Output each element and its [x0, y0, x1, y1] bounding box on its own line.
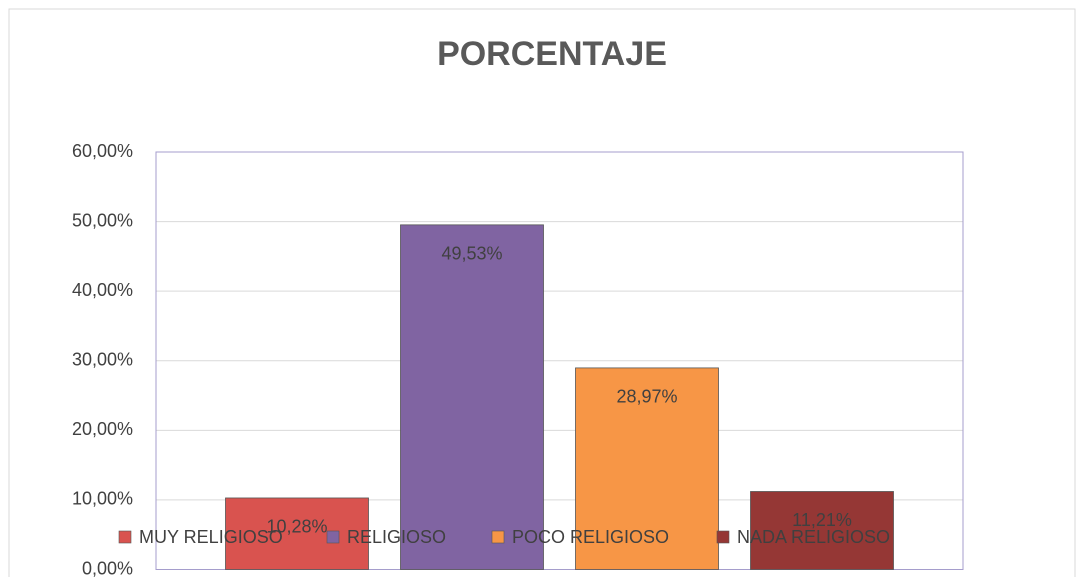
y-tick-label: 40,00%	[72, 280, 133, 300]
plot-border	[155, 151, 964, 570]
legend-label: NADA RELIGIOSO	[737, 527, 890, 547]
y-tick-label: 30,00%	[72, 350, 133, 370]
legend-label: RELIGIOSO	[347, 527, 446, 547]
y-tick-label: 0,00%	[82, 558, 133, 577]
y-tick-label: 20,00%	[72, 419, 133, 439]
data-label: 28,97%	[616, 387, 677, 407]
legend-label: MUY RELIGIOSO	[139, 527, 283, 547]
y-tick-label: 60,00%	[72, 141, 133, 161]
legend-label: POCO RELIGIOSO	[512, 527, 669, 547]
chart-title: PORCENTAJE	[437, 35, 667, 73]
y-tick-label: 50,00%	[72, 210, 133, 230]
data-label: 10,28%	[266, 517, 327, 537]
bar	[750, 491, 894, 570]
legend-swatch	[326, 530, 340, 544]
data-label: 49,53%	[441, 244, 502, 264]
bar	[575, 367, 719, 570]
legend-swatch	[118, 530, 132, 544]
bar	[400, 224, 544, 570]
y-tick-label: 10,00%	[72, 489, 133, 509]
data-label: 11,21%	[792, 510, 852, 530]
legend-swatch	[491, 530, 505, 544]
legend-swatch	[716, 530, 730, 544]
bar	[225, 497, 369, 570]
